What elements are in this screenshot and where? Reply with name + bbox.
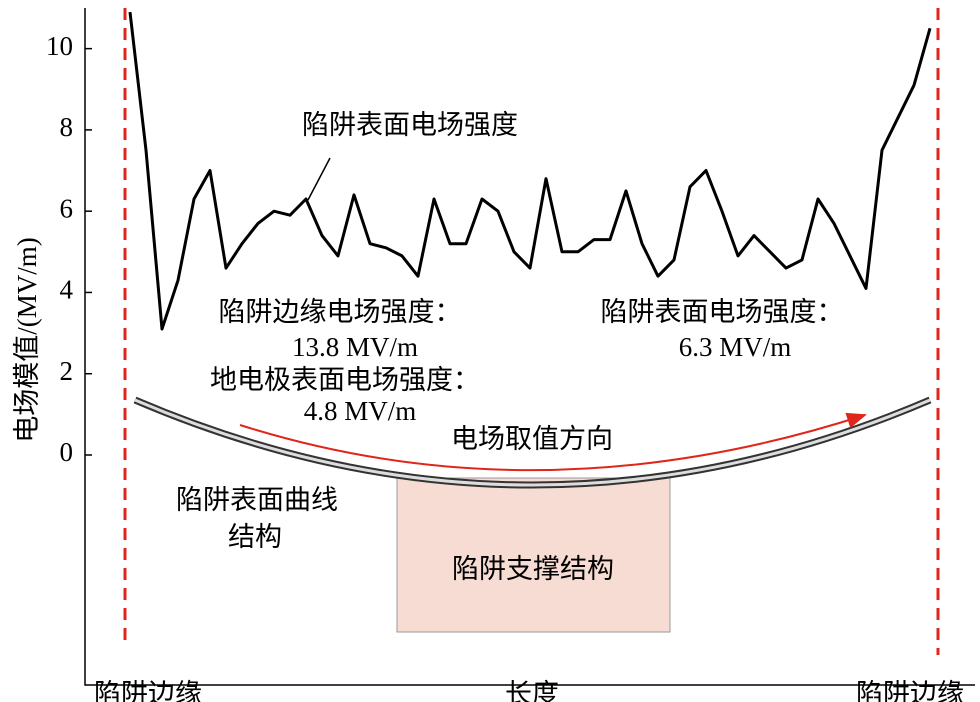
annotation: 陷阱支撑结构 — [452, 554, 614, 584]
annotation: 陷阱表面电场强度 — [302, 110, 518, 140]
annotation: 陷阱表面电场强度： — [601, 297, 844, 327]
direction-arrow — [239, 412, 867, 472]
y-tick-label: 2 — [60, 356, 74, 386]
annotation: 13.8 MV/m — [292, 332, 418, 362]
x-axis-label: 长度 — [505, 679, 559, 702]
y-tick-label: 8 — [60, 112, 74, 142]
annotation: 结构 — [228, 522, 282, 552]
annotation: 地电极表面电场强度： — [210, 365, 480, 395]
y-axis-label: 电场模值/(MV/m) — [12, 237, 42, 443]
annotation: 电场取值方向 — [451, 424, 613, 454]
support-structure — [396, 477, 671, 633]
y-tick-label: 10 — [46, 31, 73, 61]
surface-curve-highlight — [134, 398, 931, 487]
annotation: 6.3 MV/m — [679, 332, 792, 362]
annotation: 4.8 MV/m — [304, 396, 417, 426]
field-line — [128, 11, 932, 331]
annotation: 陷阱边缘电场强度： — [219, 297, 462, 327]
x-axis-label: 陷阱边缘 — [856, 679, 964, 702]
x-axis-label: 陷阱边缘 — [94, 679, 202, 702]
leader-line — [307, 157, 331, 201]
y-tick-label: 4 — [60, 275, 74, 305]
annotation: 陷阱表面曲线 — [176, 485, 338, 515]
y-tick-label: 0 — [60, 437, 74, 467]
axes — [84, 8, 975, 686]
y-tick-label: 6 — [60, 193, 74, 223]
